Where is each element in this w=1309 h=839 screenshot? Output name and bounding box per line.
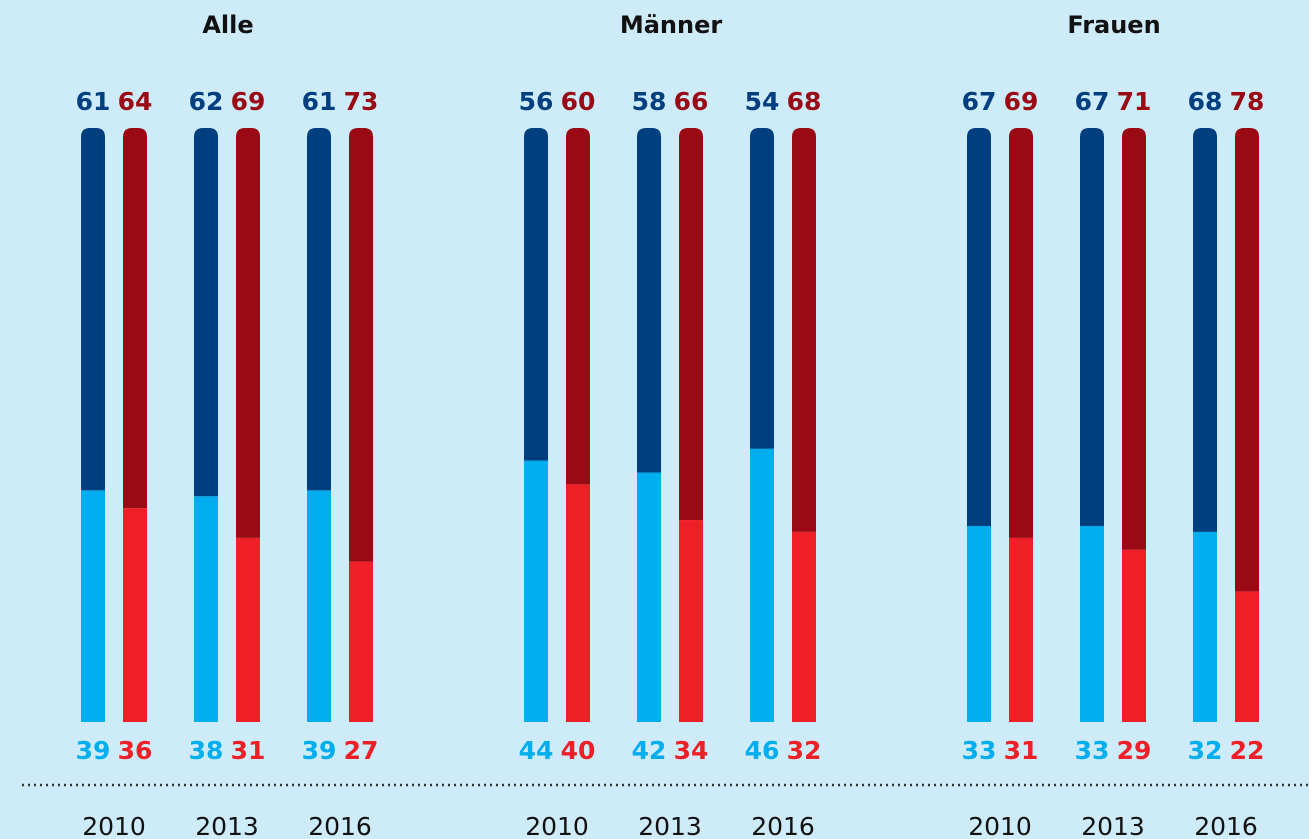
- value-label: 33: [962, 736, 997, 765]
- bar-segment: [1193, 531, 1217, 722]
- x-tick-label: 2013: [1081, 812, 1145, 839]
- value-label: 40: [561, 736, 596, 765]
- value-label: 36: [118, 736, 153, 765]
- bar-segment: [307, 490, 331, 722]
- bar-segment: [679, 520, 703, 722]
- bar-segment: [349, 561, 373, 722]
- bar-segment: [1193, 128, 1217, 532]
- bar-segment: [81, 490, 105, 722]
- value-label: 61: [302, 87, 337, 116]
- x-tick-label: 2010: [968, 812, 1032, 839]
- bar-segment: [194, 128, 218, 497]
- bar-segment: [524, 460, 548, 722]
- panel-title: Alle: [202, 11, 253, 39]
- bar-segment: [750, 128, 774, 449]
- x-tick-label: 2013: [195, 812, 259, 839]
- bar-segment: [1235, 591, 1259, 722]
- value-label: 38: [189, 736, 224, 765]
- bar-segment: [566, 484, 590, 722]
- value-label: 39: [76, 736, 111, 765]
- value-label: 42: [632, 736, 667, 765]
- bar-segment: [566, 128, 590, 485]
- value-label: 64: [118, 87, 153, 116]
- bar-segment: [1235, 128, 1259, 592]
- x-tick-label: 2010: [82, 812, 146, 839]
- value-label: 71: [1117, 87, 1152, 116]
- x-tick-label: 2013: [638, 812, 702, 839]
- bar-segment: [123, 128, 147, 509]
- bar-segment: [123, 508, 147, 722]
- value-label: 67: [1075, 87, 1110, 116]
- value-label: 29: [1117, 736, 1152, 765]
- value-label: 27: [344, 736, 379, 765]
- value-label: 66: [674, 87, 709, 116]
- value-label: 31: [231, 736, 266, 765]
- value-label: 54: [745, 87, 780, 116]
- bar-segment: [236, 128, 260, 538]
- panel-title: Männer: [620, 11, 723, 39]
- value-label: 68: [787, 87, 822, 116]
- bar-segment: [792, 128, 816, 532]
- x-tick-label: 2016: [308, 812, 372, 839]
- value-label: 78: [1230, 87, 1265, 116]
- bar-segment: [307, 128, 331, 491]
- bar-segment: [524, 128, 548, 461]
- bar-segment: [1080, 128, 1104, 526]
- bar-segment: [1009, 537, 1033, 722]
- bar-segment: [1122, 128, 1146, 550]
- x-tick-label: 2010: [525, 812, 589, 839]
- bar-segment: [750, 448, 774, 722]
- bar-segment: [81, 128, 105, 491]
- bar-segment: [679, 128, 703, 521]
- bar-segment: [792, 531, 816, 722]
- value-label: 60: [561, 87, 596, 116]
- bar-segment: [194, 496, 218, 722]
- value-label: 31: [1004, 736, 1039, 765]
- value-label: 69: [231, 87, 266, 116]
- bar-segment: [1009, 128, 1033, 538]
- bar-segment: [637, 472, 661, 722]
- value-label: 46: [745, 736, 780, 765]
- value-label: 44: [519, 736, 554, 765]
- bar-segment: [349, 128, 373, 562]
- value-label: 32: [787, 736, 822, 765]
- value-label: 62: [189, 87, 224, 116]
- panel-title: Frauen: [1067, 11, 1160, 39]
- value-label: 22: [1230, 736, 1265, 765]
- x-tick-label: 2016: [1194, 812, 1258, 839]
- bar-segment: [967, 525, 991, 722]
- value-label: 68: [1188, 87, 1223, 116]
- value-label: 67: [962, 87, 997, 116]
- value-label: 61: [76, 87, 111, 116]
- bar-segment: [1080, 525, 1104, 722]
- bar-segment: [236, 537, 260, 722]
- value-label: 33: [1075, 736, 1110, 765]
- value-label: 39: [302, 736, 337, 765]
- bar-segment: [637, 128, 661, 473]
- value-label: 56: [519, 87, 554, 116]
- bar-segment: [1122, 549, 1146, 722]
- value-label: 69: [1004, 87, 1039, 116]
- value-label: 34: [674, 736, 709, 765]
- x-tick-label: 2016: [751, 812, 815, 839]
- value-label: 58: [632, 87, 667, 116]
- bar-segment: [967, 128, 991, 526]
- value-label: 32: [1188, 736, 1223, 765]
- value-label: 73: [344, 87, 379, 116]
